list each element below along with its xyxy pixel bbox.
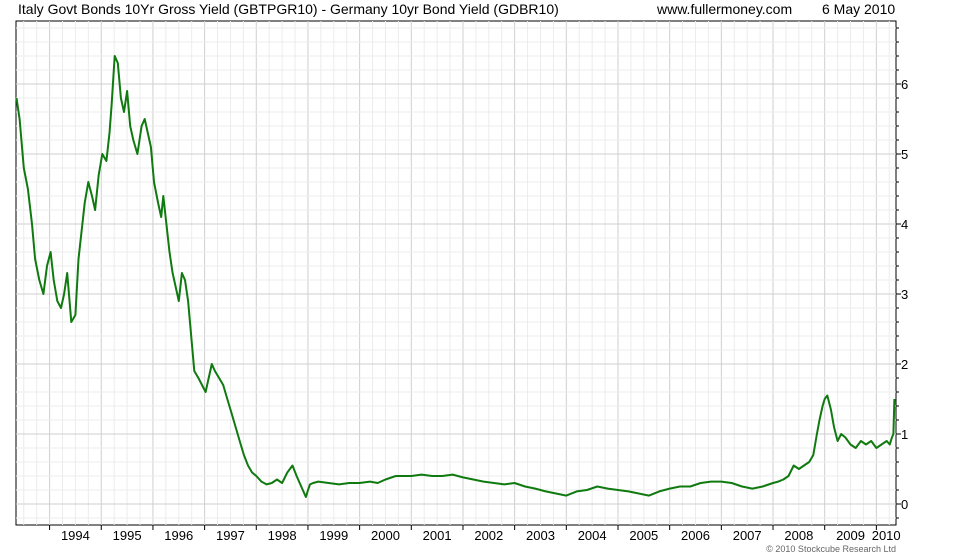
x-tick-label: 2006	[681, 528, 710, 543]
x-tick-label: 2003	[526, 528, 555, 543]
x-tick-label: 2005	[629, 528, 658, 543]
x-tick-label: 2000	[371, 528, 400, 543]
chart-title: Italy Govt Bonds 10Yr Gross Yield (GBTPG…	[18, 1, 559, 17]
x-tick-label: 2002	[474, 528, 503, 543]
y-tick-label: 5	[901, 147, 908, 162]
y-tick-label: 6	[901, 77, 908, 92]
x-tick-label: 2008	[784, 528, 813, 543]
y-axis-labels: 0 1 2 3 4 5 6	[901, 77, 908, 512]
plot-area	[15, 20, 897, 526]
x-tick-label: 1995	[113, 528, 142, 543]
x-tick-label: 2010	[872, 528, 901, 543]
x-tick-label: 2004	[578, 528, 607, 543]
copyright-text: © 2010 Stockcube Research Ltd	[766, 544, 896, 554]
source-site: www.fullermoney.com	[657, 1, 793, 17]
x-tick-label: 1997	[216, 528, 245, 543]
x-tick-label: 1998	[268, 528, 297, 543]
x-tick-label: 2001	[423, 528, 452, 543]
y-tick-label: 3	[901, 287, 908, 302]
x-tick-label: 2007	[733, 528, 762, 543]
y-tick-label: 1	[901, 427, 908, 442]
x-tick-label: 1994	[61, 528, 90, 543]
y-tick-label: 4	[901, 217, 908, 232]
grid	[16, 21, 896, 525]
x-tick-label: 1996	[164, 528, 193, 543]
y-tick-label: 2	[901, 357, 908, 372]
spread-series-line	[15, 55, 896, 498]
x-axis-labels: 1994 1995 1996 1997 1998 1999 2000 2001 2002 2003…	[61, 528, 901, 543]
x-tick-label: 2009	[836, 528, 865, 543]
chart-date: 6 May 2010	[822, 1, 896, 17]
axis-ticks	[49, 27, 901, 530]
x-tick-label: 1999	[319, 528, 348, 543]
y-tick-label: 0	[901, 497, 908, 512]
